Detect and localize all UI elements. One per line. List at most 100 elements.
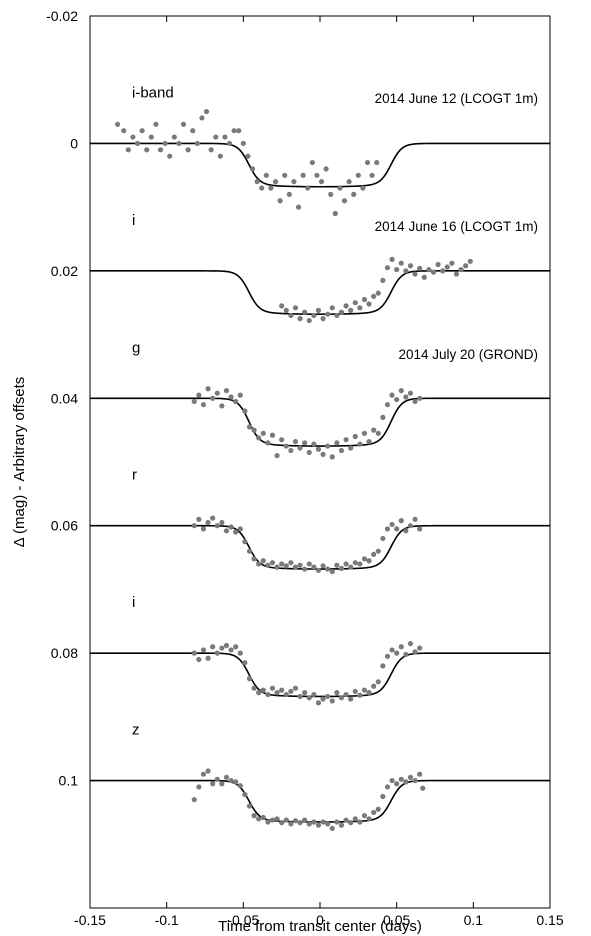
- data-point: [237, 526, 243, 532]
- data-point: [191, 398, 197, 405]
- data-point: [343, 691, 349, 698]
- data-point: [277, 198, 283, 204]
- data-point: [191, 523, 197, 529]
- data-points: [115, 108, 473, 831]
- data-point: [153, 121, 159, 127]
- data-point: [259, 185, 265, 191]
- data-point: [297, 820, 303, 826]
- data-point: [360, 185, 366, 191]
- data-point: [371, 551, 377, 557]
- data-point: [357, 561, 363, 567]
- data-point: [325, 821, 331, 827]
- data-point: [286, 191, 292, 197]
- y-tick-label: 0.08: [51, 645, 78, 661]
- data-point: [292, 818, 299, 824]
- data-point: [210, 395, 216, 401]
- data-point: [315, 567, 322, 573]
- data-point: [311, 312, 317, 319]
- data-point: [320, 696, 326, 702]
- data-point: [196, 392, 202, 398]
- data-point: [394, 396, 400, 403]
- x-tick-label: -0.05: [227, 912, 259, 928]
- data-point: [357, 305, 363, 311]
- data-point: [256, 816, 262, 822]
- y-tick-label: 0.06: [51, 518, 78, 534]
- data-point: [200, 647, 207, 653]
- data-point: [260, 558, 266, 564]
- data-point: [364, 159, 371, 166]
- data-point: [297, 316, 303, 322]
- data-point: [348, 820, 354, 826]
- data-point: [320, 563, 326, 569]
- data-point: [320, 819, 326, 825]
- x-tick-label: 0.05: [383, 912, 410, 928]
- data-point: [384, 653, 391, 659]
- data-point: [458, 266, 464, 273]
- data-point: [288, 447, 294, 454]
- data-point: [274, 453, 280, 459]
- data-point: [274, 564, 280, 570]
- data-point: [279, 820, 285, 826]
- data-point: [407, 263, 414, 269]
- data-point: [302, 440, 308, 446]
- data-point: [219, 645, 225, 651]
- data-point: [311, 564, 317, 570]
- data-point: [311, 691, 317, 698]
- data-point: [185, 147, 191, 153]
- data-point: [463, 263, 469, 269]
- data-point: [398, 518, 404, 524]
- data-point: [130, 134, 136, 140]
- data-point: [242, 408, 248, 414]
- data-point: [375, 679, 381, 685]
- data-point: [444, 264, 450, 270]
- model-curve: [90, 397, 550, 447]
- data-point: [292, 685, 299, 691]
- data-point: [282, 172, 288, 178]
- data-point: [380, 414, 386, 420]
- data-point: [205, 386, 211, 392]
- data-point: [318, 179, 325, 185]
- data-point: [394, 650, 400, 656]
- data-point: [203, 108, 210, 115]
- data-point: [222, 134, 228, 140]
- data-point: [375, 430, 381, 436]
- data-point: [417, 526, 423, 532]
- data-point: [394, 266, 400, 273]
- data-point: [329, 454, 335, 460]
- data-point: [407, 523, 414, 529]
- data-point: [338, 565, 345, 572]
- data-point: [171, 134, 177, 140]
- data-point: [371, 809, 377, 816]
- data-point: [288, 312, 294, 319]
- data-point: [343, 817, 349, 823]
- model-curve: [90, 652, 550, 698]
- data-point: [389, 256, 395, 262]
- data-point: [302, 566, 308, 572]
- data-point: [199, 115, 205, 121]
- data-point: [374, 159, 380, 166]
- data-point: [403, 528, 409, 534]
- data-point: [265, 562, 271, 568]
- data-point: [305, 185, 311, 191]
- x-axis-ticks: -0.15 -0.1 -0.05 0 0.05 0.1 0.15: [74, 16, 564, 928]
- model-lines: [90, 142, 550, 823]
- data-point: [157, 147, 164, 153]
- series-labels: i-band i g r i z: [132, 84, 174, 738]
- data-point: [263, 172, 269, 178]
- data-point: [125, 147, 131, 153]
- data-point: [343, 437, 349, 443]
- data-point: [256, 435, 262, 441]
- data-point: [274, 816, 280, 822]
- data-point: [352, 300, 358, 306]
- model-curve: [90, 779, 550, 823]
- y-tick-label: 0.1: [59, 773, 79, 789]
- data-point: [366, 816, 372, 822]
- data-point: [279, 303, 285, 309]
- x-tick-label: -0.1: [155, 912, 179, 928]
- data-point: [297, 693, 303, 700]
- data-point: [375, 290, 381, 296]
- data-point: [214, 650, 220, 656]
- data-point: [228, 394, 234, 400]
- x-tick-label: 0.1: [464, 912, 484, 928]
- data-point: [348, 307, 354, 313]
